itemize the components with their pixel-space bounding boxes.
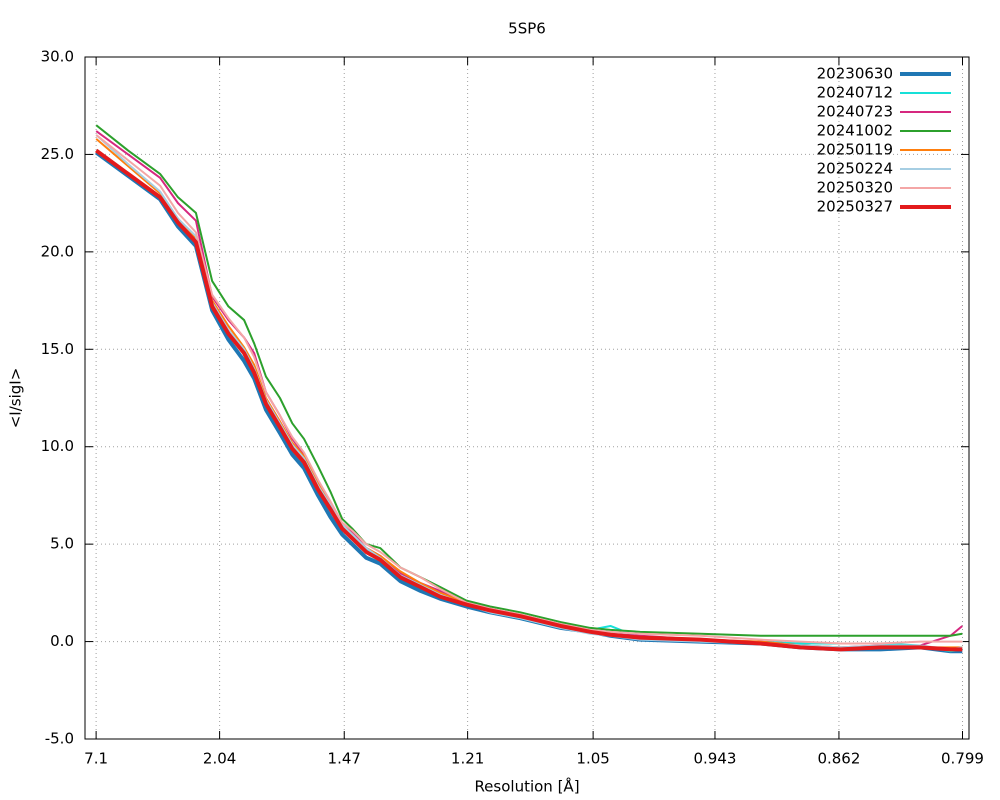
x-tick-label: 1.21 xyxy=(451,750,484,768)
x-tick-label: 1.47 xyxy=(328,750,361,768)
x-axis-label: Resolution [Å] xyxy=(474,777,579,796)
legend-label: 20241002 xyxy=(817,122,893,140)
series-line xyxy=(95,148,963,652)
legend-label: 20230630 xyxy=(817,65,893,83)
legend-label: 20240712 xyxy=(817,84,893,102)
legend-label: 20250327 xyxy=(817,198,893,216)
y-tick-label: 30.0 xyxy=(41,48,74,66)
legend-label: 20250224 xyxy=(817,160,893,178)
y-tick-label: -5.0 xyxy=(45,730,74,748)
y-tick-label: 25.0 xyxy=(41,145,74,163)
y-tick-label: 5.0 xyxy=(50,535,74,553)
series-line xyxy=(95,124,963,637)
legend-label: 20240723 xyxy=(817,103,893,121)
plot-border xyxy=(84,56,970,740)
series-line xyxy=(95,134,963,645)
x-tick-label: 0.799 xyxy=(941,750,984,768)
legend-label: 20250320 xyxy=(817,179,893,197)
x-tick-label: 0.943 xyxy=(693,750,736,768)
y-axis-label: <I/sigI> xyxy=(7,368,25,429)
legend-label: 20250119 xyxy=(817,141,893,159)
y-tick-label: 20.0 xyxy=(41,242,74,260)
chart-title: 5SP6 xyxy=(508,20,546,38)
y-tick-label: 15.0 xyxy=(41,340,74,358)
x-tick-label: 1.05 xyxy=(576,750,609,768)
y-tick-label: 0.0 xyxy=(50,632,74,650)
x-tick-label: 7.1 xyxy=(84,750,108,768)
x-tick-label: 0.862 xyxy=(817,750,860,768)
y-tick-label: 10.0 xyxy=(41,437,74,455)
x-tick-label: 2.04 xyxy=(203,750,236,768)
